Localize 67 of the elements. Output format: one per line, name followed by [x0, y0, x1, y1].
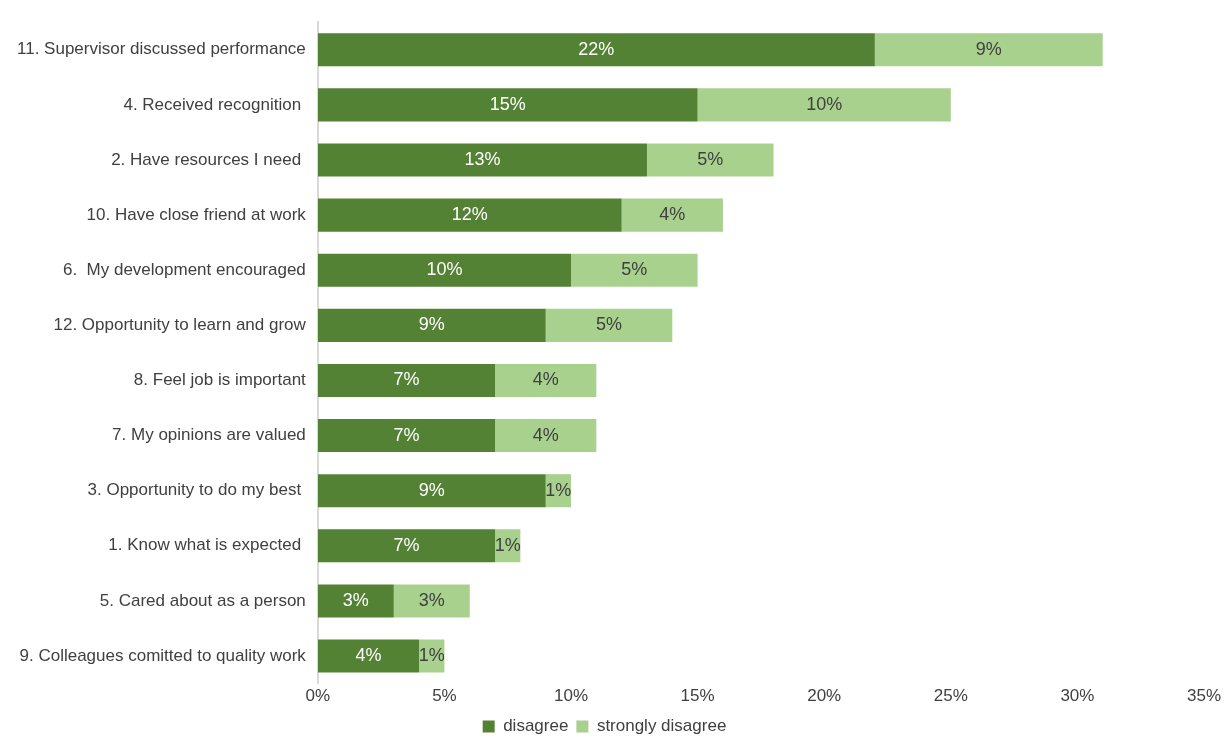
legend-label: disagree: [503, 716, 569, 736]
y-tick-label: 6. My development encouraged: [62, 259, 306, 279]
legend-label: strongly disagree: [596, 716, 727, 736]
data-label: 5%: [621, 259, 648, 280]
data-label: 1%: [418, 645, 445, 666]
x-tick-label: 25%: [933, 686, 968, 706]
bar: [621, 198, 723, 232]
y-tick-label: 5. Cared about as a person: [99, 590, 306, 610]
y-tick-label: 8. Feel job is important: [133, 370, 307, 390]
bar: [317, 308, 546, 342]
x-tick-label: 15%: [680, 686, 715, 706]
bar: [393, 584, 470, 618]
bar: [874, 33, 1103, 67]
data-label: 4%: [532, 369, 559, 390]
y-tick-label: 9. Colleagues comitted to quality work: [19, 645, 307, 665]
y-tick-label: 11. Supervisor discussed performance: [17, 39, 306, 59]
data-label: 9%: [418, 314, 445, 335]
bar: [571, 253, 698, 287]
y-tick-label: 1. Know what is expected: [108, 535, 306, 555]
bar: [317, 474, 546, 508]
data-label: 1%: [494, 534, 521, 555]
data-label: 5%: [697, 148, 724, 169]
bar: [317, 198, 622, 232]
data-label: 5%: [595, 314, 622, 335]
x-tick-label: 5%: [432, 686, 457, 706]
bar: [317, 253, 572, 287]
bar: [495, 419, 597, 453]
bar: [317, 639, 420, 673]
bar: [495, 363, 597, 397]
y-tick-label: 2. Have resources I need: [111, 149, 306, 169]
bar: [317, 363, 496, 397]
data-label: 9%: [418, 479, 445, 500]
x-tick-label: 10%: [554, 686, 589, 706]
bar: [317, 529, 496, 563]
data-label: 12%: [451, 204, 488, 225]
data-label: 4%: [532, 424, 559, 445]
bar: [317, 419, 496, 453]
y-tick-label: 7. My opinions are valued: [112, 425, 306, 445]
bar: [317, 33, 875, 67]
data-label: 3%: [342, 589, 369, 610]
data-label: 13%: [464, 148, 501, 169]
data-label: 4%: [659, 204, 686, 225]
x-tick-label: 20%: [807, 686, 842, 706]
data-label: 4%: [355, 645, 382, 666]
bar: [317, 584, 394, 618]
data-label: 3%: [418, 589, 445, 610]
data-label: 7%: [393, 369, 420, 390]
y-tick-label: 12. Opportunity to learn and grow: [53, 315, 307, 335]
data-label: 7%: [393, 424, 420, 445]
y-tick-label: 10. Have close friend at work: [86, 204, 307, 224]
data-label: 9%: [975, 38, 1002, 59]
bar: [545, 308, 673, 342]
y-tick-label: 4. Received recognition: [123, 94, 306, 114]
data-label: 10%: [426, 259, 463, 280]
bar: [697, 88, 951, 122]
data-label: 10%: [806, 93, 843, 114]
data-label: 22%: [578, 38, 615, 59]
y-tick-label: 3. Opportunity to do my best: [87, 480, 306, 500]
x-tick-label: 30%: [1060, 686, 1095, 706]
data-label: 7%: [393, 534, 420, 555]
bar: [317, 88, 698, 122]
x-tick-label: 35%: [1186, 686, 1221, 706]
data-label: 15%: [489, 93, 526, 114]
bar: [646, 143, 774, 177]
x-tick-label: 0%: [305, 686, 331, 706]
data-label: 1%: [545, 479, 572, 500]
bar: [317, 143, 647, 177]
